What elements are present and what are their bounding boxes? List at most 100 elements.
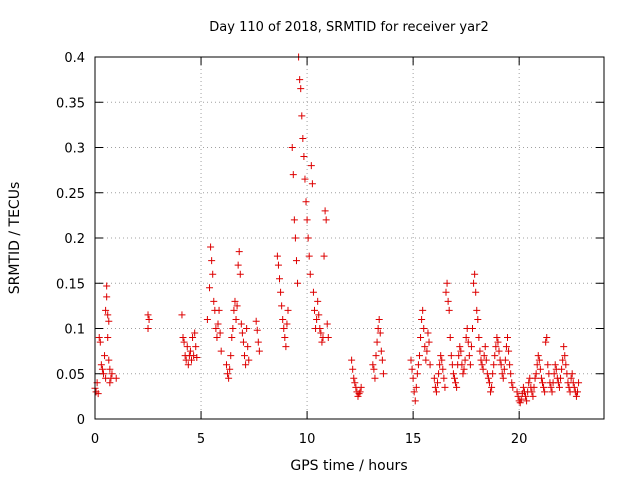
- data-point: [191, 329, 199, 337]
- data-point: [509, 383, 517, 391]
- y-tick-label: 0.15: [56, 277, 85, 292]
- data-point: [466, 361, 474, 369]
- data-point: [104, 334, 112, 342]
- data-point: [481, 343, 489, 351]
- data-point: [239, 338, 247, 346]
- data-point: [554, 379, 562, 387]
- data-point: [290, 216, 298, 224]
- data-point: [244, 343, 252, 351]
- data-point: [225, 374, 233, 382]
- data-point: [376, 329, 384, 337]
- data-point: [506, 361, 514, 369]
- data-point: [313, 315, 321, 323]
- data-point: [572, 392, 580, 400]
- x-tick-label: 20: [511, 432, 528, 447]
- data-point: [437, 352, 445, 360]
- data-point: [440, 374, 448, 382]
- data-point: [215, 306, 223, 314]
- data-point: [276, 275, 284, 283]
- data-point: [298, 112, 306, 120]
- y-tick-label: 0.1: [64, 323, 85, 338]
- data-point: [543, 334, 551, 342]
- data-point: [277, 288, 285, 296]
- data-point: [555, 383, 563, 391]
- data-point: [106, 365, 114, 373]
- data-point: [224, 370, 232, 378]
- data-point: [575, 379, 583, 387]
- data-point: [411, 397, 419, 405]
- data-point: [498, 370, 506, 378]
- data-point: [478, 361, 486, 369]
- data-point: [324, 334, 332, 342]
- x-tick-label: 15: [405, 432, 422, 447]
- data-point: [103, 282, 111, 290]
- data-point: [180, 338, 188, 346]
- data-point: [418, 315, 426, 323]
- data-point: [145, 315, 153, 323]
- data-point: [461, 356, 469, 364]
- data-point: [424, 329, 432, 337]
- data-point: [320, 252, 328, 260]
- data-point: [425, 338, 433, 346]
- data-point: [108, 370, 116, 378]
- data-point: [255, 347, 263, 355]
- data-point: [213, 334, 221, 342]
- data-point: [458, 361, 466, 369]
- data-point: [446, 334, 454, 342]
- data-point: [470, 279, 478, 287]
- data-point: [407, 356, 415, 364]
- data-point: [305, 252, 313, 260]
- data-point: [183, 343, 191, 351]
- data-point: [523, 397, 531, 405]
- data-point: [241, 352, 249, 360]
- data-point: [179, 334, 187, 342]
- data-point: [187, 356, 195, 364]
- data-point: [291, 234, 299, 242]
- data-point: [490, 361, 498, 369]
- data-point: [471, 270, 479, 278]
- data-point: [230, 306, 238, 314]
- data-point: [315, 311, 323, 319]
- data-point: [559, 356, 567, 364]
- data-point: [567, 374, 575, 382]
- data-point: [186, 347, 194, 355]
- data-point: [94, 390, 102, 398]
- data-point: [279, 315, 287, 323]
- data-point: [184, 361, 192, 369]
- data-point: [434, 379, 442, 387]
- data-point: [292, 257, 300, 265]
- data-point: [410, 388, 418, 396]
- data-point: [531, 374, 539, 382]
- data-point: [544, 361, 552, 369]
- data-point: [323, 320, 331, 328]
- data-point: [106, 379, 114, 387]
- data-point: [278, 302, 286, 310]
- data-point: [501, 356, 509, 364]
- data-point: [542, 338, 550, 346]
- data-point: [103, 293, 111, 301]
- data-point: [568, 370, 576, 378]
- data-point: [558, 365, 566, 373]
- data-point: [419, 306, 427, 314]
- data-point: [522, 392, 530, 400]
- data-point: [485, 379, 493, 387]
- data-point: [96, 338, 104, 346]
- data-point: [378, 356, 386, 364]
- data-point: [208, 257, 216, 265]
- data-point: [476, 347, 484, 355]
- data-point: [97, 361, 105, 369]
- data-point: [480, 352, 488, 360]
- data-point: [379, 370, 387, 378]
- data-point: [355, 390, 363, 398]
- data-point: [206, 284, 214, 292]
- data-point: [101, 352, 109, 360]
- data-point: [452, 379, 460, 387]
- data-point: [217, 347, 225, 355]
- data-point: [228, 334, 236, 342]
- data-point: [245, 356, 253, 364]
- data-point: [288, 144, 296, 151]
- data-point: [144, 311, 152, 319]
- data-point: [561, 352, 569, 360]
- data-point: [233, 302, 241, 310]
- data-point: [467, 343, 475, 351]
